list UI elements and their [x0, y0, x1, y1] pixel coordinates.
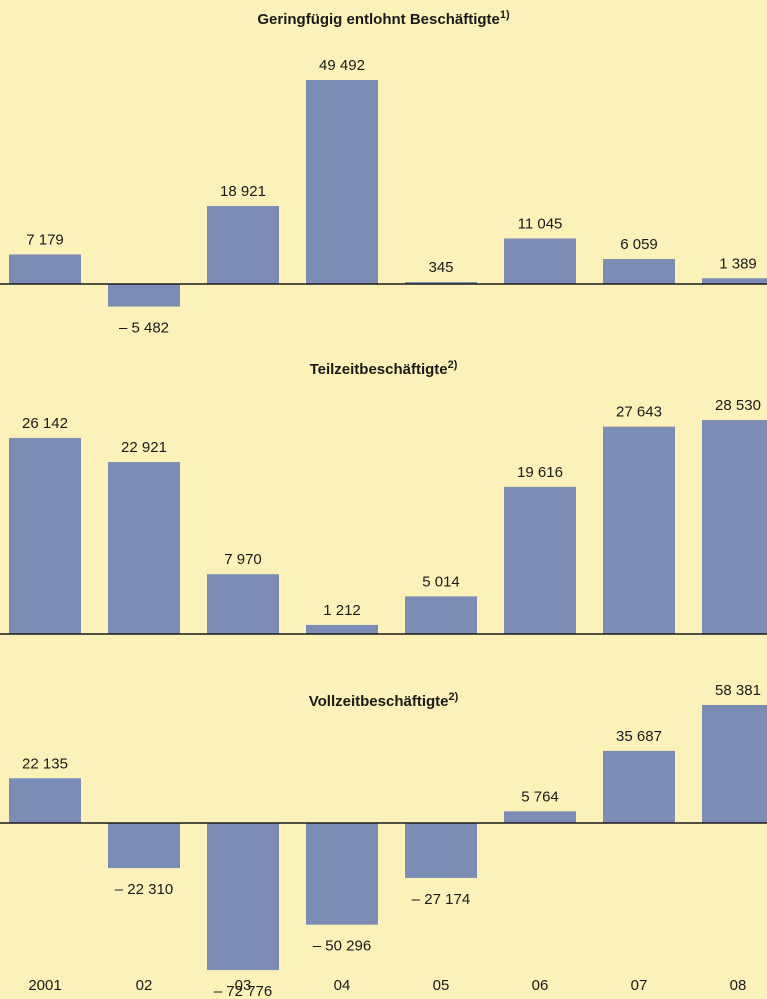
bar-value-label: 1 389	[719, 255, 757, 272]
x-tick-label: 02	[136, 977, 153, 994]
bar-08	[702, 278, 767, 284]
chart-title-footnote: 2)	[448, 691, 458, 703]
chart-title: Geringfügig entlohnt Beschäftigte1)	[257, 9, 510, 28]
bar-04	[306, 624, 378, 634]
x-tick-label: 04	[334, 977, 351, 994]
chart-title-footnote: 1)	[500, 9, 510, 21]
chart-title-text: Teilzeitbeschäftigte	[310, 361, 448, 378]
bar-value-label: 26 142	[22, 415, 68, 432]
bar-02	[108, 823, 180, 869]
bar-value-label: 28 530	[715, 397, 761, 414]
bar-value-label: 49 492	[319, 57, 365, 74]
bar-value-label: 7 970	[224, 551, 262, 568]
chart-title-text: Geringfügig entlohnt Beschäftigte	[257, 11, 500, 28]
x-tick-label: 2001	[28, 977, 61, 994]
bar-04	[306, 80, 378, 284]
bar-07	[603, 426, 675, 634]
chart-title: Teilzeitbeschäftigte2)	[310, 359, 458, 378]
bar-08	[702, 420, 767, 634]
bar-value-label: 7 179	[26, 231, 64, 248]
bar-value-label: 6 059	[620, 236, 658, 253]
bar-value-label: 22 921	[121, 439, 167, 456]
bar-07	[603, 259, 675, 284]
bar-03	[207, 823, 279, 971]
bar-05	[405, 596, 477, 634]
bar-value-label: 58 381	[715, 682, 761, 699]
bar-value-label: 35 687	[616, 728, 662, 745]
chart-title-footnote: 2)	[448, 359, 458, 371]
chart-panel-3: Vollzeitbeschäftigte2) 22 135 – 22 310 – 72…	[0, 682, 767, 999]
bar-06	[504, 486, 576, 634]
x-tick-label: 08	[730, 977, 747, 994]
bar-value-label: – 5 482	[119, 320, 169, 337]
chart-title: Vollzeitbeschäftigte2)	[309, 691, 459, 710]
bar-value-label: 19 616	[517, 464, 563, 481]
bar-value-label: – 22 310	[115, 881, 173, 898]
x-axis-labels: 2001 02 03 04 05 06 07 08	[28, 977, 746, 994]
bar-value-label: – 27 174	[412, 891, 470, 908]
chart-panel-1: Geringfügig entlohnt Beschäftigte1) 7 179…	[0, 9, 767, 337]
bar-02	[108, 462, 180, 634]
bar-07	[603, 750, 675, 823]
bar-06	[504, 811, 576, 823]
bar-value-label: 18 921	[220, 183, 266, 200]
chart-panel-2: Teilzeitbeschäftigte2) 26 142 22 921 7 970 1…	[0, 359, 767, 635]
x-tick-label: 05	[433, 977, 450, 994]
bar-2001	[9, 254, 81, 284]
bar-02	[108, 284, 180, 307]
bar-value-label: 345	[428, 259, 453, 276]
bar-06	[504, 238, 576, 284]
x-tick-label: 06	[532, 977, 549, 994]
bar-value-label: – 50 296	[313, 938, 371, 955]
bar-value-label: – 72 776	[214, 983, 272, 999]
chart-title-text: Vollzeitbeschäftigte	[309, 693, 449, 710]
bar-value-label: 11 045	[518, 215, 563, 232]
bar-04	[306, 823, 378, 925]
bar-value-label: 5 764	[521, 788, 559, 805]
bar-03	[207, 206, 279, 284]
bar-2001	[9, 778, 81, 823]
bar-08	[702, 705, 767, 823]
bar-value-label: 5 014	[422, 573, 460, 590]
bar-value-label: 22 135	[22, 755, 68, 772]
x-tick-label: 03	[235, 977, 252, 994]
bar-2001	[9, 437, 81, 634]
bar-05	[405, 282, 477, 284]
x-tick-label: 07	[631, 977, 648, 994]
bar-05	[405, 823, 477, 878]
bar-value-label: 27 643	[616, 404, 662, 421]
bar-03	[207, 574, 279, 634]
bar-value-label: 1 212	[323, 602, 361, 619]
